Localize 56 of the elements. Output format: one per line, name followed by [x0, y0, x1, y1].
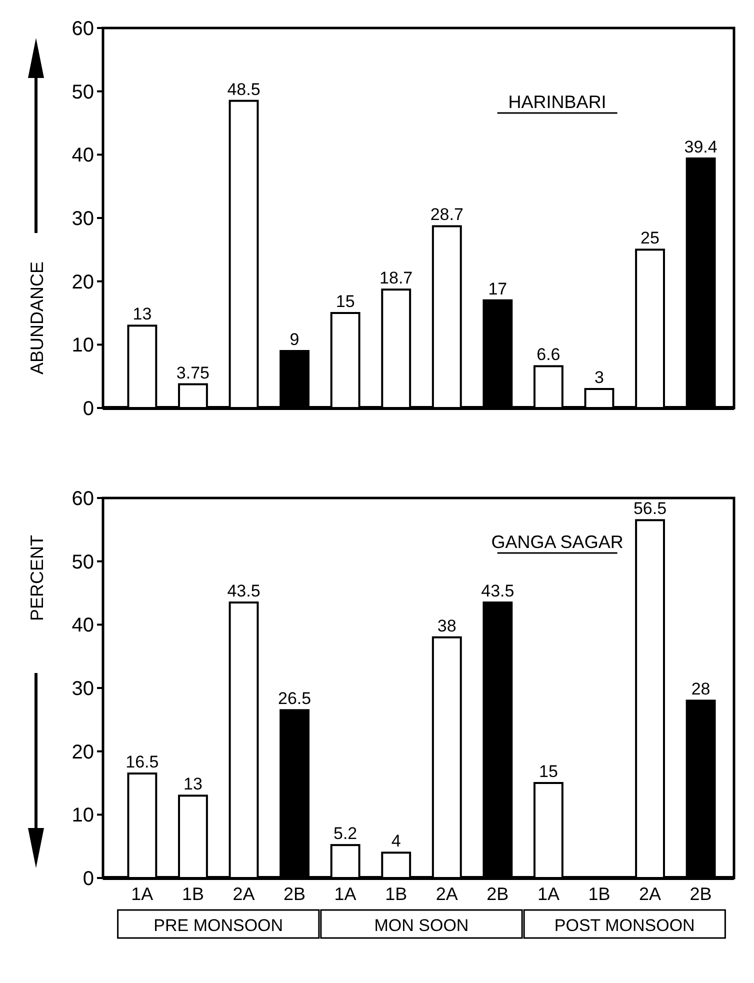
x-tick-label: 2A: [232, 884, 255, 904]
y-tick-label: 30: [72, 678, 94, 700]
x-tick-label: 1A: [334, 884, 356, 904]
data-label: 16.5: [126, 752, 159, 772]
y-tick-label: 50: [72, 551, 94, 574]
y-tick-label: 10: [72, 804, 94, 827]
y-tick-label: 20: [72, 271, 94, 294]
data-label: 9: [290, 330, 300, 349]
y-tick-label: 40: [72, 614, 94, 637]
x-tick-label: 2A: [639, 884, 662, 904]
x-tick-label: 1A: [131, 884, 154, 904]
y-tick-label: 60: [72, 18, 94, 40]
data-label: 28: [691, 680, 710, 699]
text: MON SOON: [374, 916, 469, 935]
y-tick-label: 40: [72, 144, 94, 167]
y-tick-label: 0: [82, 398, 94, 420]
x-tick-label: 1B: [385, 884, 408, 904]
data-label: 15: [336, 292, 355, 311]
y-axis-title: PERCENT: [27, 534, 47, 622]
text: POST MONSOON: [554, 916, 695, 935]
x-tick-label: 2A: [436, 884, 458, 904]
data-label: 43.5: [227, 582, 260, 600]
x-tick-label: 1B: [588, 884, 610, 904]
data-label: 25: [640, 228, 660, 248]
x-tick-label: 2B: [690, 884, 712, 904]
data-label: 17: [488, 279, 508, 298]
data-label: 43.5: [481, 582, 514, 600]
text: GANGA SAGAR: [491, 532, 624, 552]
y-tick-label: 30: [72, 208, 94, 230]
data-label: 18.7: [380, 268, 413, 288]
x-tick-label: 1A: [537, 884, 560, 904]
x-tick-label: 1B: [182, 884, 204, 904]
data-label: 3: [594, 368, 604, 387]
x-tick-label: 2B: [486, 884, 509, 904]
y-axis-title: ABUNDANCE: [27, 261, 47, 375]
data-label: 56.5: [633, 499, 667, 518]
data-label: 15: [538, 762, 558, 781]
y-tick-label: 0: [82, 868, 94, 890]
text: PRE MONSOON: [154, 916, 284, 935]
data-label: 13: [184, 774, 202, 794]
y-tick-label: 60: [72, 488, 94, 510]
data-label: 4: [391, 832, 401, 851]
data-label: 28.7: [430, 205, 464, 224]
data-label: 38: [437, 616, 456, 636]
data-label: 3.75: [176, 363, 210, 382]
data-label: 13: [132, 304, 152, 324]
data-label: 6.6: [536, 345, 560, 364]
y-tick-label: 20: [72, 741, 94, 764]
data-label: 39.4: [684, 137, 718, 156]
data-label: 5.2: [334, 824, 358, 844]
y-tick-label: 50: [72, 81, 94, 104]
x-tick-label: 2B: [284, 884, 306, 904]
y-tick-label: 10: [72, 334, 94, 357]
text: HARINBARI: [508, 92, 606, 112]
data-label: 26.5: [278, 689, 312, 708]
data-label: 48.5: [227, 80, 260, 99]
